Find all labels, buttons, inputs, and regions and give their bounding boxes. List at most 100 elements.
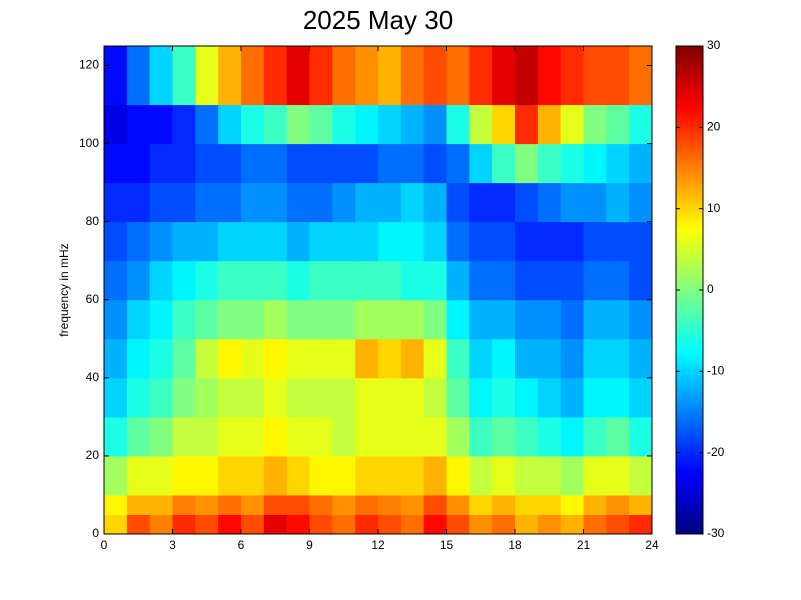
heatmap-cell	[378, 221, 402, 262]
heatmap-cell	[446, 455, 470, 496]
heatmap-cell	[629, 514, 653, 535]
heatmap-cell	[560, 299, 584, 340]
heatmap-cell	[309, 182, 333, 223]
heatmap-cell	[332, 494, 356, 515]
chart-title: 2025 May 30	[303, 5, 453, 35]
heatmap-cell	[423, 299, 447, 340]
heatmap-cell	[423, 260, 447, 301]
heatmap-cell	[400, 143, 425, 184]
heatmap-cell	[515, 299, 539, 340]
heatmap-cell	[606, 514, 630, 535]
heatmap-cell	[446, 104, 470, 145]
heatmap-cell	[446, 416, 470, 457]
heatmap-cell	[583, 494, 607, 515]
heatmap-cell	[172, 338, 196, 379]
heatmap-cell	[286, 455, 310, 496]
heatmap-cell	[378, 494, 402, 515]
colorbar-tick-label: -10	[707, 364, 725, 378]
x-tick-label: 9	[306, 538, 313, 552]
heatmap-cell	[492, 221, 516, 262]
heatmap-cell	[241, 104, 265, 145]
heatmap-cell	[606, 494, 630, 515]
heatmap-cell	[560, 377, 584, 418]
heatmap-cell	[515, 221, 539, 262]
heatmap-cell	[126, 104, 151, 145]
heatmap-cell	[218, 338, 242, 379]
heatmap-cell	[332, 143, 356, 184]
heatmap-cell	[104, 299, 128, 340]
heatmap-cell	[469, 377, 493, 418]
heatmap-cell	[218, 416, 242, 457]
colorbar-tick-label: 30	[707, 38, 721, 52]
heatmap-cell	[378, 143, 402, 184]
heatmap-cell	[423, 416, 447, 457]
heatmap-cell	[515, 46, 539, 106]
heatmap-cell	[469, 494, 493, 515]
heatmap-cell	[172, 143, 196, 184]
heatmap-cell	[104, 377, 128, 418]
heatmap-cell	[446, 260, 470, 301]
y-tick-label: 0	[92, 526, 99, 540]
heatmap-cell	[241, 46, 265, 106]
heatmap-cell	[606, 377, 630, 418]
heatmap-cell	[218, 104, 242, 145]
heatmap-cell	[492, 260, 516, 301]
heatmap-cell	[126, 46, 151, 106]
heatmap-cell	[378, 514, 402, 535]
heatmap-cell	[241, 182, 265, 223]
heatmap-cell	[195, 182, 219, 223]
heatmap-cell	[583, 182, 607, 223]
heatmap-cell	[537, 299, 562, 340]
heatmap-cell	[149, 221, 173, 262]
heatmap-cell	[218, 221, 242, 262]
heatmap-cell	[423, 455, 447, 496]
x-tick-label: 3	[169, 538, 176, 552]
heatmap-cell	[195, 299, 219, 340]
heatmap-cell	[149, 455, 173, 496]
heatmap-cell	[332, 46, 356, 106]
heatmap-cell	[126, 260, 151, 301]
heatmap-cell	[583, 104, 607, 145]
heatmap-cell	[629, 221, 653, 262]
heatmap-cell	[104, 338, 128, 379]
heatmap-cell	[469, 260, 493, 301]
heatmap-cell	[537, 514, 562, 535]
heatmap-cell	[218, 143, 242, 184]
x-tick-label: 18	[508, 538, 522, 552]
x-tick-label: 24	[645, 538, 659, 552]
heatmap-cell	[104, 143, 128, 184]
heatmap-cell	[241, 514, 265, 535]
heatmap-cell	[629, 260, 653, 301]
heatmap-cell	[606, 221, 630, 262]
heatmap-cell	[149, 494, 173, 515]
heatmap-cell	[378, 104, 402, 145]
heatmap-cell	[446, 46, 470, 106]
heatmap-cell	[469, 221, 493, 262]
heatmap-cell	[263, 182, 288, 223]
heatmap-cell	[309, 221, 333, 262]
heatmap-cell	[309, 455, 333, 496]
heatmap-cell	[606, 455, 630, 496]
heatmap-cell	[515, 143, 539, 184]
heatmap-cell	[126, 338, 151, 379]
heatmap-cell	[241, 143, 265, 184]
heatmap-cell	[104, 455, 128, 496]
heatmap-cell	[332, 104, 356, 145]
heatmap-cell	[309, 299, 333, 340]
heatmap-cell	[537, 260, 562, 301]
heatmap-cell	[469, 299, 493, 340]
heatmap-cell	[492, 416, 516, 457]
heatmap-cell	[537, 221, 562, 262]
heatmap-cell	[560, 221, 584, 262]
heatmap-cell	[126, 143, 151, 184]
heatmap-cell	[583, 514, 607, 535]
heatmap-cell	[263, 377, 288, 418]
heatmap-cell	[400, 221, 425, 262]
heatmap-cell	[446, 338, 470, 379]
heatmap-cell	[492, 494, 516, 515]
heatmap-cell	[560, 104, 584, 145]
heatmap-cell	[537, 455, 562, 496]
heatmap-cell	[332, 338, 356, 379]
heatmap-cell	[241, 494, 265, 515]
